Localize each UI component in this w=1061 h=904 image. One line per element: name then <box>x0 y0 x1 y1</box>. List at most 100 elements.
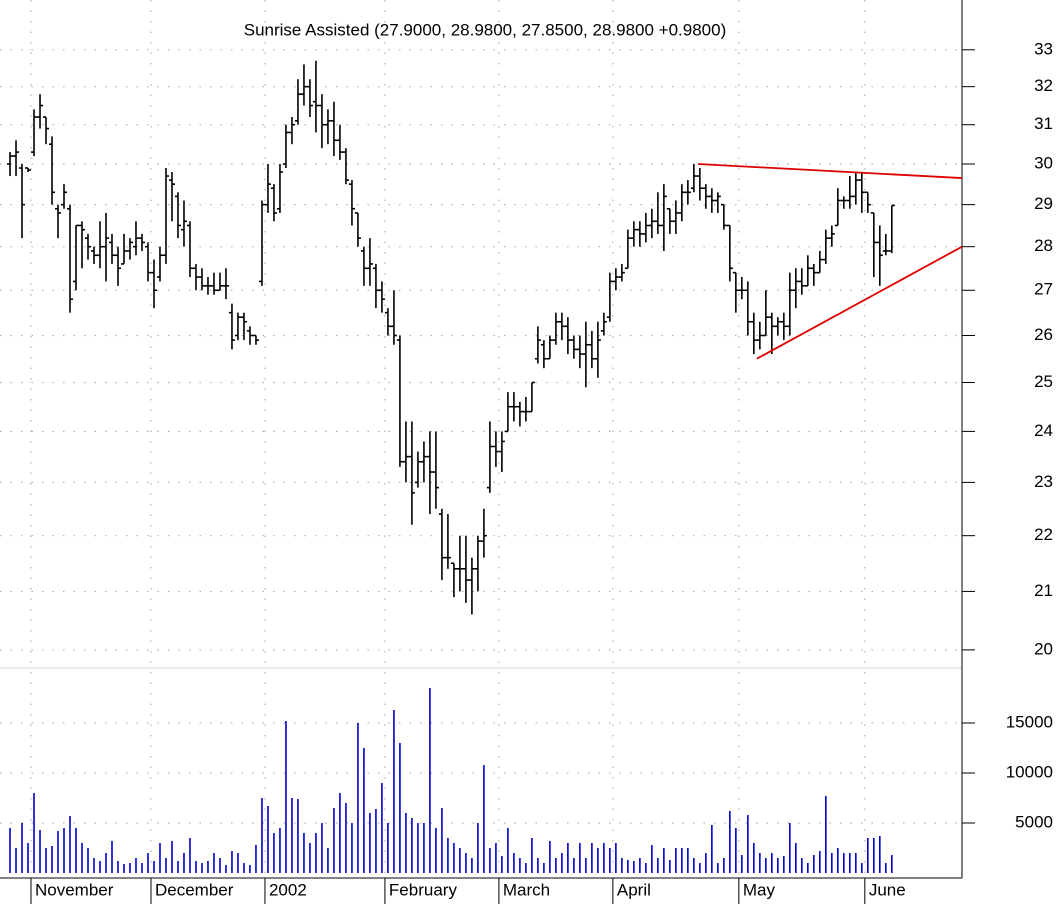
volume-bar <box>543 863 545 873</box>
volume-bar <box>243 863 245 873</box>
volume-bar <box>807 863 809 873</box>
volume-bar <box>339 793 341 873</box>
volume-bar <box>711 825 713 873</box>
volume-bar <box>741 855 743 873</box>
x-tick-label: March <box>503 880 550 899</box>
y-tick-label: 29 <box>1034 194 1053 213</box>
volume-bar <box>255 845 257 873</box>
volume-bar <box>615 843 617 873</box>
volume-bar <box>495 843 497 873</box>
volume-bar <box>627 860 629 873</box>
y-tick-label: 30 <box>1034 153 1053 172</box>
volume-bar <box>393 710 395 873</box>
volume-bar <box>261 798 263 873</box>
volume-bar <box>489 848 491 873</box>
volume-bar <box>375 809 377 873</box>
volume-bar <box>723 858 725 873</box>
volume-bar <box>87 848 89 873</box>
volume-bar <box>201 863 203 873</box>
y-tick-label: 10000 <box>1006 762 1053 781</box>
volume-bar <box>27 843 29 873</box>
volume-bar <box>369 813 371 873</box>
volume-bar <box>45 848 47 873</box>
volume-bar <box>609 848 611 873</box>
volume-bar <box>9 828 11 873</box>
volume-bar <box>345 803 347 873</box>
volume-bar <box>483 765 485 873</box>
volume-bar <box>183 853 185 873</box>
volume-bar <box>441 808 443 873</box>
volume-bar <box>213 853 215 873</box>
volume-bar <box>291 798 293 873</box>
volume-bar <box>279 828 281 873</box>
volume-bar <box>237 853 239 873</box>
chart-title: Sunrise Assisted (27.9000, 28.9800, 27.8… <box>244 20 727 39</box>
volume-bar <box>567 843 569 873</box>
volume-bar <box>423 823 425 873</box>
volume-bar <box>681 848 683 873</box>
x-tick-label: December <box>155 880 234 899</box>
volume-bar <box>273 833 275 873</box>
volume-bar <box>435 828 437 873</box>
x-tick-label: June <box>869 880 906 899</box>
y-tick-label: 22 <box>1034 525 1053 544</box>
volume-bar <box>225 865 227 873</box>
x-tick-label: April <box>617 880 651 899</box>
volume-bar <box>123 864 125 873</box>
volume-bar <box>459 848 461 873</box>
volume-bar <box>591 843 593 873</box>
volume-bar <box>879 836 881 873</box>
y-tick-label: 26 <box>1034 325 1053 344</box>
volume-bar <box>315 833 317 873</box>
volume-bar <box>747 815 749 873</box>
volume-bar <box>585 858 587 873</box>
volume-bar <box>207 861 209 873</box>
y-tick-label: 20 <box>1034 639 1053 658</box>
volume-bar <box>33 793 35 873</box>
volume-bar <box>81 843 83 873</box>
x-tick-label: May <box>743 880 776 899</box>
volume-bar <box>507 828 509 873</box>
volume-bar <box>867 838 869 873</box>
volume-bar <box>825 796 827 873</box>
volume-bar <box>645 863 647 873</box>
volume-bar <box>147 853 149 873</box>
volume-bar <box>699 863 701 873</box>
volume-bar <box>789 823 791 873</box>
volume-bar <box>117 861 119 873</box>
volume-bar <box>105 853 107 873</box>
volume-bar <box>735 828 737 873</box>
volume-bar <box>57 831 59 873</box>
volume-bar <box>231 851 233 873</box>
volume-bar <box>501 856 503 873</box>
volume-bar <box>891 855 893 873</box>
volume-bar <box>465 853 467 873</box>
volume-bar <box>831 853 833 873</box>
volume-bar <box>453 843 455 873</box>
volume-bar <box>69 816 71 873</box>
volume-bar <box>621 858 623 873</box>
volume-bar <box>447 838 449 873</box>
volume-bar <box>513 853 515 873</box>
volume-bar <box>861 863 863 873</box>
volume-bar <box>837 848 839 873</box>
volume-bar <box>633 861 635 873</box>
volume-bar <box>381 783 383 873</box>
y-tick-label: 31 <box>1034 114 1053 133</box>
y-tick-label: 15000 <box>1006 712 1053 731</box>
volume-bar <box>639 858 641 873</box>
volume-bar <box>429 688 431 873</box>
volume-bar <box>351 823 353 873</box>
volume-bar <box>219 858 221 873</box>
y-tick-label: 5000 <box>1015 812 1053 831</box>
volume-bar <box>885 863 887 873</box>
volume-bar <box>801 858 803 873</box>
volume-bar <box>177 861 179 873</box>
volume-bar <box>759 853 761 873</box>
volume-bar <box>165 858 167 873</box>
volume-bar <box>285 721 287 873</box>
volume-bar <box>21 823 23 873</box>
volume-bar <box>303 833 305 873</box>
volume-bar <box>561 853 563 873</box>
volume-bar <box>309 843 311 873</box>
